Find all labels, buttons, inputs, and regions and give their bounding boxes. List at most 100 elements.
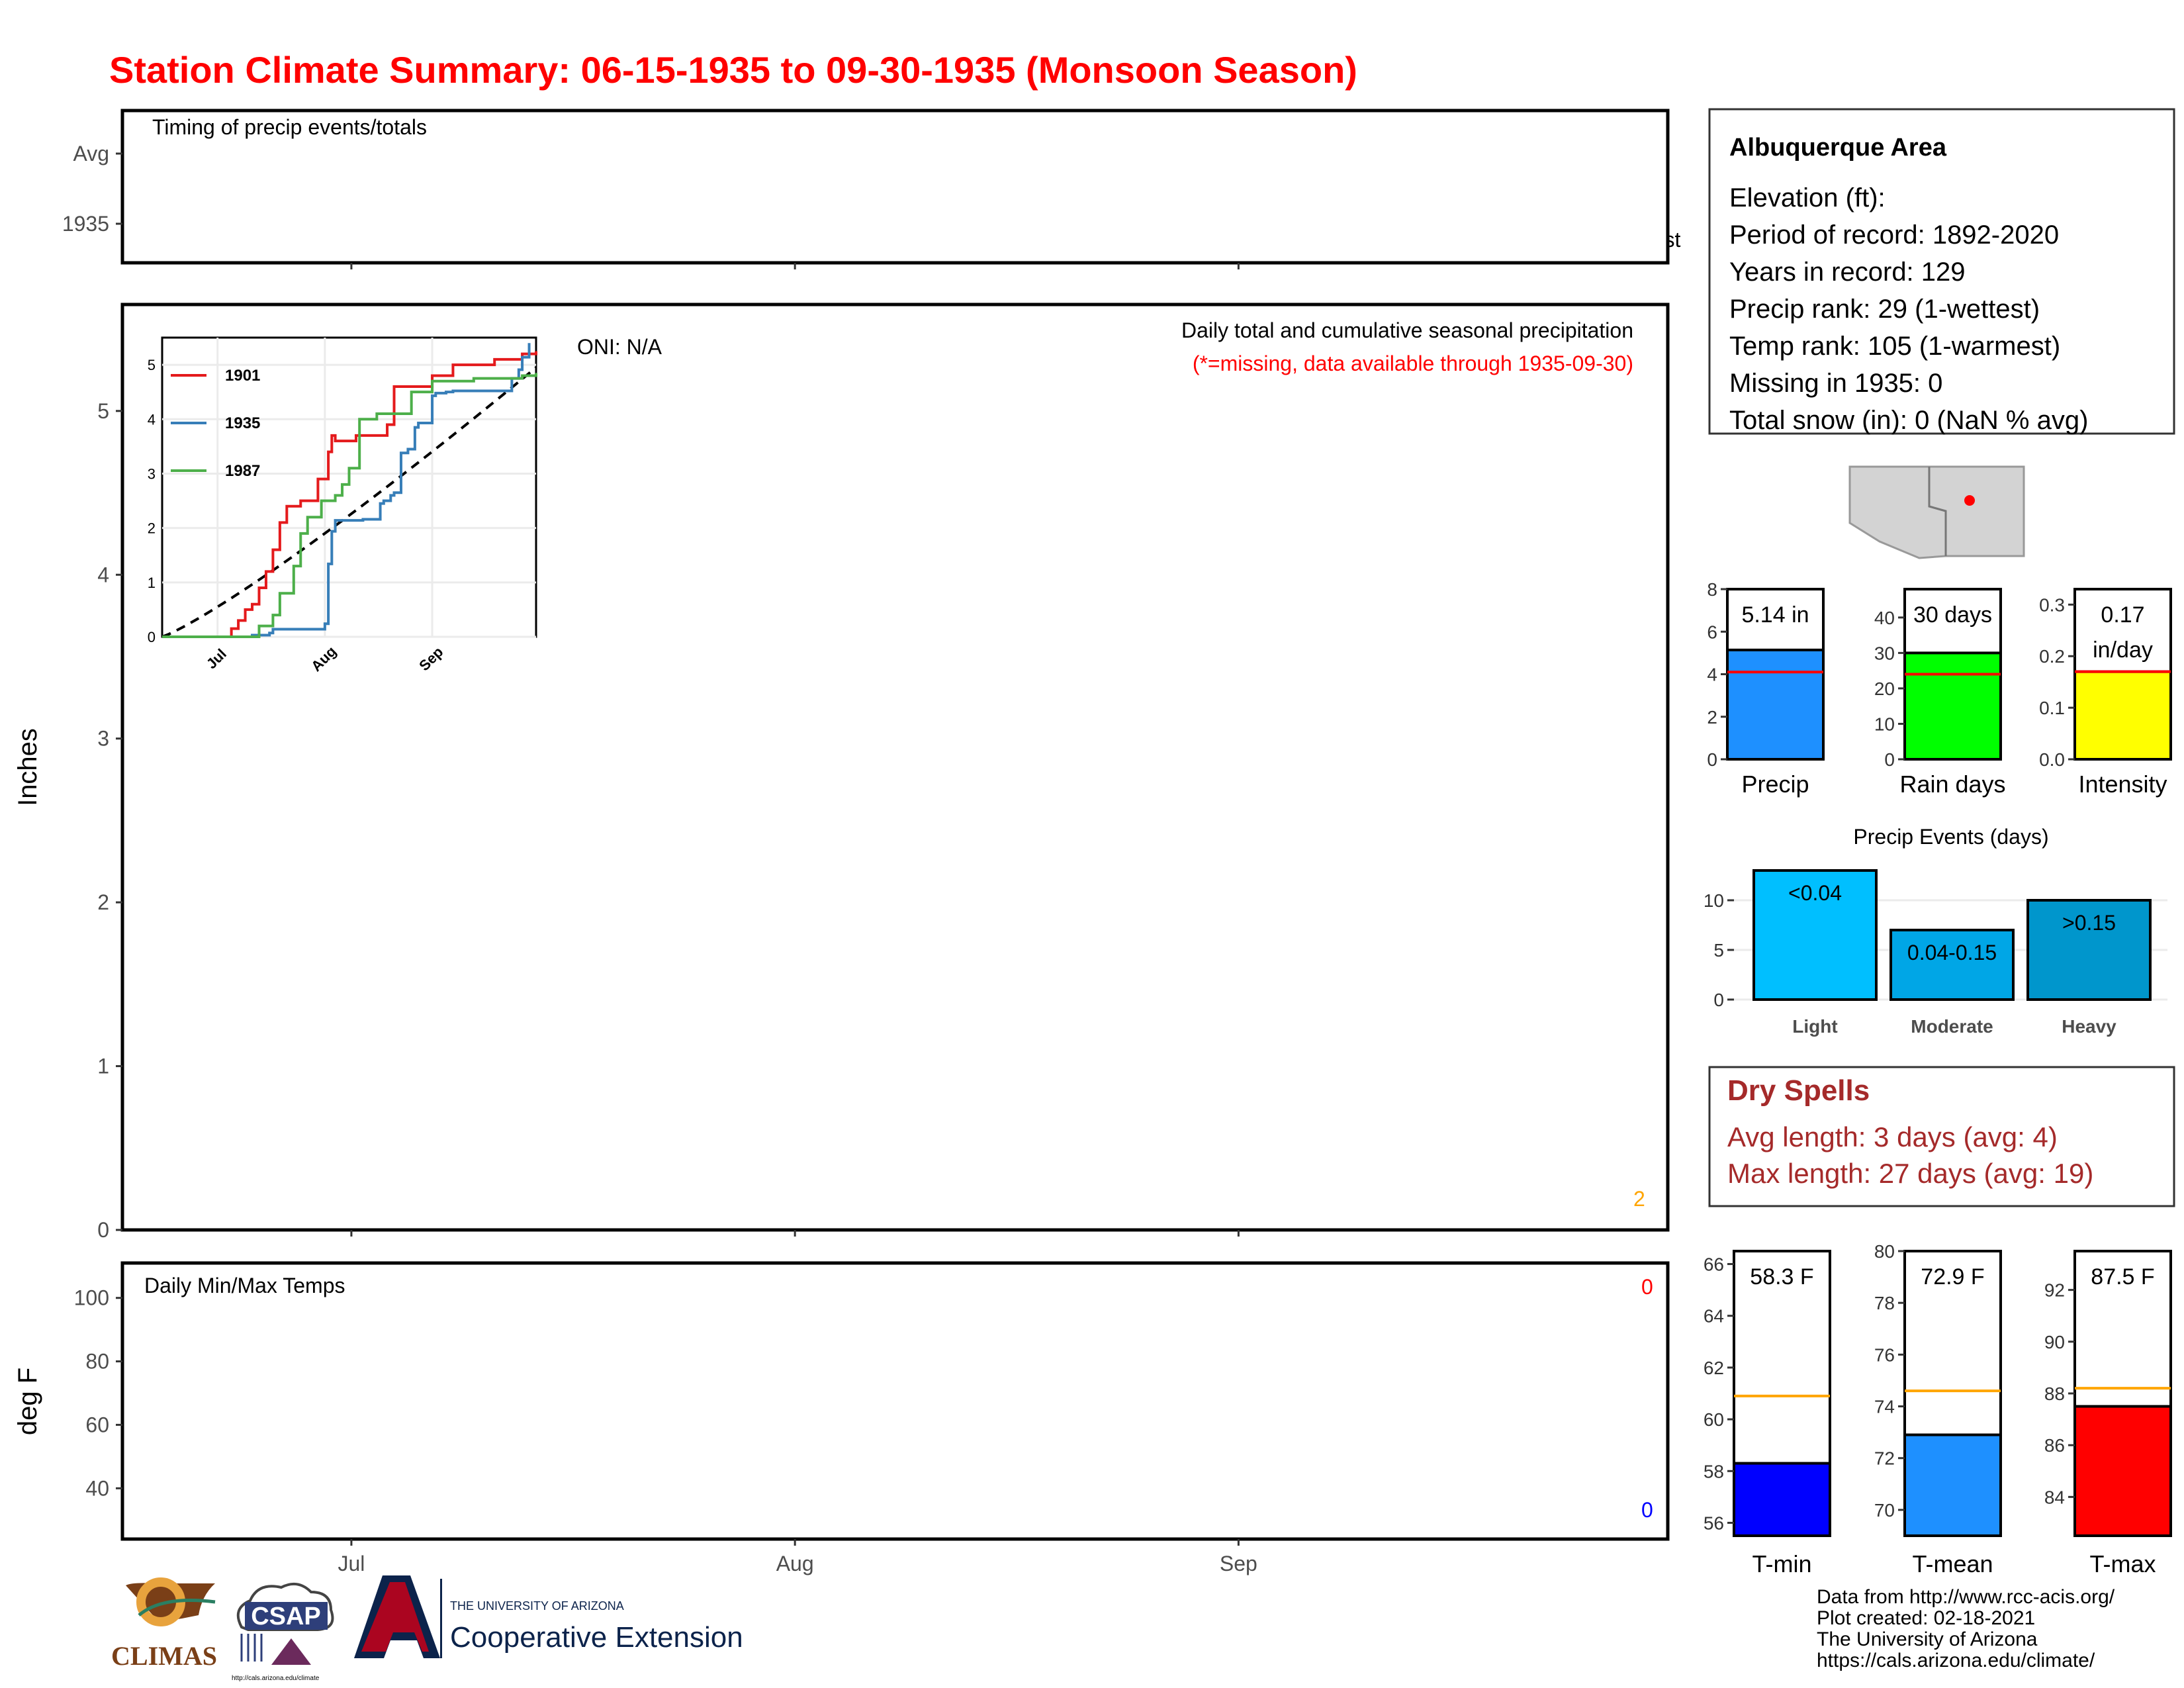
- temp-label: Daily Min/Max Temps: [144, 1274, 345, 1297]
- temp-bar-tick-label: 62: [1704, 1358, 1724, 1378]
- precip-ylabel: Inches: [13, 728, 42, 806]
- events-bar-label: >0.15: [2062, 911, 2116, 935]
- temp-bar-t-max: [2073, 1405, 2172, 1537]
- climas-logo-text: CLIMAS: [111, 1641, 217, 1671]
- summary-tick-label: 40: [1874, 608, 1895, 628]
- csap-logo-text: CSAP: [251, 1603, 321, 1630]
- inset-tick-label: 4: [148, 411, 156, 428]
- summary-bar-precip: [1726, 648, 1825, 761]
- station-info-box: Albuquerque Area Elevation (ft): Period o…: [1708, 108, 2175, 435]
- summary-tick-label: 30: [1874, 643, 1895, 663]
- summary-bar-name: Rain days: [1899, 771, 2005, 798]
- summary-bar-charts: 5.14 in 0 2 4 6 8 Precip 30 days 0 10 20 30 40 Rain d…: [1707, 579, 2172, 798]
- precip-tick-label: 1: [97, 1055, 109, 1078]
- summary-tick-label: 0.3: [2039, 594, 2065, 615]
- temp-bar-tick-label: 78: [1874, 1293, 1895, 1313]
- temp-bar-tick-label: 90: [2044, 1332, 2065, 1352]
- summary-bar-rain-days: [1903, 651, 2002, 761]
- temp-bar-tick-label: 64: [1704, 1306, 1724, 1327]
- footer-credits: Data from http://www.rcc-acis.org/Plot c…: [1817, 1586, 2115, 1671]
- summary-bar-value: 5.14 in: [1741, 602, 1809, 628]
- footer-line: Plot created: 02-18-2021: [1817, 1607, 2035, 1629]
- summary-tick-label: 8: [1707, 579, 1717, 600]
- summary-bar-value: 30 days: [1913, 602, 1992, 628]
- temp-bar-t-min: [1733, 1462, 1831, 1537]
- csap-logo-url: http://cals.arizona.edu/climate: [232, 1675, 320, 1682]
- summary-tick-label: 2: [1707, 707, 1717, 727]
- events-bar-moderate: [1889, 929, 2015, 1001]
- temp-bar-name: T-mean: [1912, 1550, 1993, 1577]
- summary-tick-label: 0.0: [2039, 749, 2065, 770]
- temp-bar-value: 72.9 F: [1921, 1264, 1984, 1289]
- summary-tick-label: 0: [1707, 749, 1717, 770]
- events-bar-light: [1752, 869, 1878, 1001]
- precip-tick-label: 0: [97, 1218, 109, 1242]
- summary-tick-label: 4: [1707, 665, 1717, 685]
- temp-tick-label: 80: [85, 1350, 109, 1374]
- temp-bar-tick-label: 88: [2044, 1383, 2065, 1404]
- precip-tick-label: 2: [97, 890, 109, 914]
- temp-min-count: 0: [1641, 1498, 1653, 1522]
- inset-series-line: [162, 351, 537, 638]
- temp-max-count: 0: [1641, 1275, 1653, 1299]
- summary-tick-label: 6: [1707, 622, 1717, 642]
- events-bar-label: 0.04-0.15: [1907, 941, 1997, 964]
- temp-bar-tick-label: 80: [1874, 1241, 1895, 1262]
- temp-bar-tick-label: 66: [1704, 1254, 1724, 1275]
- inset-tick-label: 1: [148, 575, 156, 591]
- inset-legend-label: 1901: [225, 367, 260, 385]
- temp-bar-name: T-min: [1752, 1550, 1812, 1577]
- summary-bar-intensity: [2073, 670, 2172, 761]
- precip-tick-label: 3: [97, 727, 109, 751]
- station-info-line: Total snow (in): 0 (NaN % avg): [1729, 406, 2088, 435]
- precip-panel: 0 1 2 3 4 5 Inches ONI: N/A Daily total and c…: [13, 303, 1670, 1242]
- dry-spells-max: Max length: 27 days (avg: 19): [1727, 1158, 2093, 1189]
- x-tick-label: Sep: [1220, 1552, 1257, 1575]
- inset-average-line: [161, 366, 537, 638]
- events-category-label: Heavy: [2062, 1016, 2116, 1037]
- x-tick-label: Aug: [776, 1552, 814, 1575]
- temp-panel: Daily Min/Max Temps 0 0 deg F 406080100 …: [13, 263, 1670, 1575]
- x-tick-label: Jul: [338, 1552, 365, 1575]
- station-info-line: Precip rank: 29 (1-wettest): [1729, 295, 2040, 324]
- precip-tick-label: 4: [97, 563, 109, 586]
- temp-bar-tick-label: 76: [1874, 1344, 1895, 1365]
- temp-tick-label: 100: [74, 1286, 109, 1310]
- dry-spells-title: Dry Spells: [1727, 1074, 1870, 1107]
- oni-label: ONI: N/A: [577, 335, 662, 359]
- inset-series-line: [162, 373, 537, 638]
- timing-row-label: Avg: [73, 142, 109, 165]
- summary-tick-label: 0: [1884, 749, 1895, 770]
- precip-events-chart: Precip Events (days) 0 5 10 <0.04 Light 0.04-…: [1704, 825, 2167, 1037]
- chart-title: Station Climate Summary: 06-15-1935 to 0…: [109, 49, 1357, 91]
- inset-tick-label: 2: [148, 520, 156, 537]
- summary-tick-label: 20: [1874, 679, 1895, 699]
- timing-label: Timing of precip events/totals: [152, 115, 427, 139]
- events-category-label: Moderate: [1911, 1016, 1993, 1037]
- station-info-line: Temp rank: 105 (1-warmest): [1729, 332, 2060, 361]
- inset-series-line: [162, 343, 531, 638]
- temp-bar-value: 87.5 F: [2091, 1264, 2154, 1289]
- events-category-label: Light: [1792, 1016, 1837, 1037]
- inset-tick-label: 0: [148, 629, 156, 645]
- footer-line: The University of Arizona: [1817, 1628, 2038, 1650]
- station-info-line: Elevation (ft):: [1729, 183, 1886, 212]
- footer-line: https://cals.arizona.edu/climate/: [1817, 1650, 2095, 1671]
- precip-missing-note: (*=missing, data available through 1935-…: [1193, 352, 1633, 375]
- summary-tick-label: 10: [1874, 714, 1895, 734]
- temp-bar-tick-label: 60: [1704, 1409, 1724, 1430]
- temp-bar-value: 58.3 F: [1750, 1264, 1813, 1289]
- temp-bar-tick-label: 72: [1874, 1448, 1895, 1469]
- station-location-marker: [1964, 495, 1975, 506]
- temp-bar-tick-label: 92: [2044, 1280, 2065, 1301]
- summary-tick-label: 0.2: [2039, 646, 2065, 667]
- temp-ylabel: deg F: [13, 1368, 42, 1435]
- dry-spells-box: Dry Spells Avg length: 3 days (avg: 4) M…: [1708, 1066, 2175, 1207]
- summary-tick-label: 0.1: [2039, 698, 2065, 718]
- temp-bar-name: T-max: [2089, 1550, 2156, 1577]
- footer-line: Data from http://www.rcc-acis.org/: [1817, 1586, 2115, 1608]
- station-info-line: Period of record: 1892-2020: [1729, 220, 2059, 250]
- inset-legend-label: 1935: [225, 414, 260, 432]
